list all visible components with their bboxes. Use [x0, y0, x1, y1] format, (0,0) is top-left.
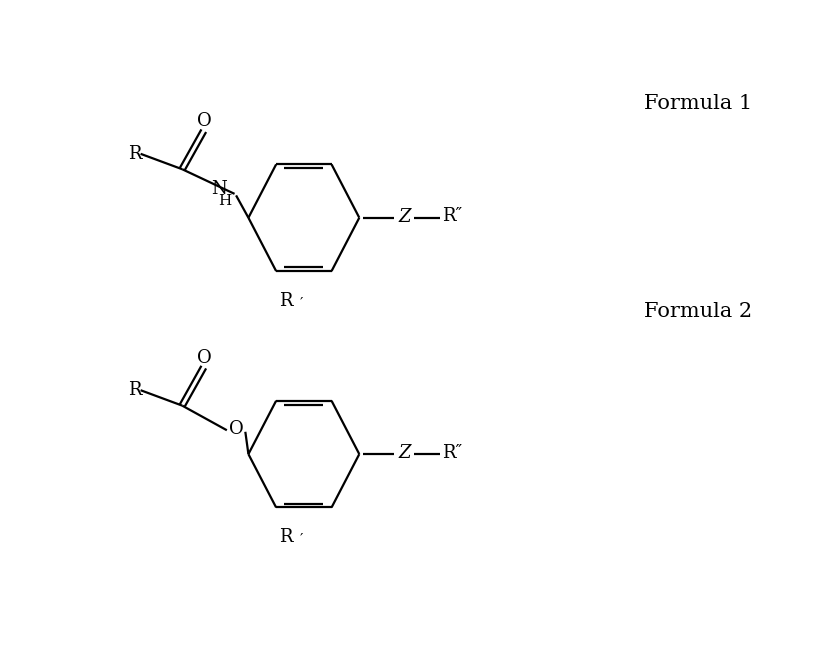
Text: O: O: [197, 112, 212, 131]
Text: R″: R″: [442, 443, 463, 462]
Text: H: H: [218, 194, 231, 208]
Text: R: R: [129, 145, 142, 163]
Text: ′: ′: [300, 296, 304, 310]
Text: Z: Z: [398, 444, 411, 462]
Text: Formula 1: Formula 1: [644, 94, 752, 113]
Text: R″: R″: [442, 207, 463, 225]
Text: N: N: [211, 180, 227, 199]
Text: ′: ′: [300, 533, 304, 547]
Text: R: R: [279, 528, 292, 547]
Text: R: R: [129, 381, 142, 399]
Text: Z: Z: [398, 208, 411, 226]
Text: R: R: [279, 292, 292, 310]
Text: Formula 2: Formula 2: [644, 302, 752, 321]
Text: O: O: [197, 349, 212, 367]
Text: O: O: [229, 420, 243, 438]
